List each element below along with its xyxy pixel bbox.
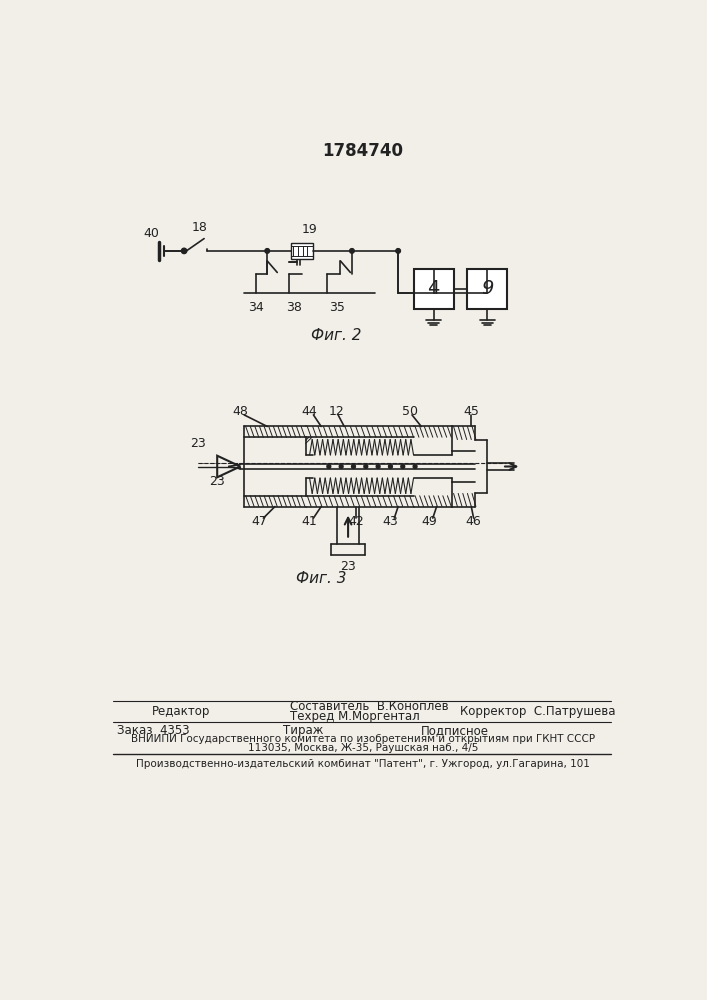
Text: 4: 4 — [427, 279, 440, 298]
Circle shape — [413, 465, 417, 468]
Circle shape — [396, 249, 400, 253]
Text: Техред М.Моргентал: Техред М.Моргентал — [291, 710, 420, 723]
Text: ВНИИПИ Государственного комитета по изобретениям и открытиям при ГКНТ СССР: ВНИИПИ Государственного комитета по изоб… — [131, 734, 595, 744]
Text: Фиг. 3: Фиг. 3 — [296, 571, 346, 586]
Circle shape — [265, 249, 269, 253]
Text: 9: 9 — [481, 279, 493, 298]
Circle shape — [351, 465, 356, 468]
Text: 23: 23 — [340, 560, 356, 573]
Text: 34: 34 — [248, 301, 264, 314]
Bar — [291, 243, 312, 259]
Text: 46: 46 — [466, 515, 481, 528]
Text: 113035, Москва, Ж-35, Раушская наб., 4/5: 113035, Москва, Ж-35, Раушская наб., 4/5 — [247, 743, 478, 753]
Circle shape — [376, 465, 380, 468]
Text: 1784740: 1784740 — [322, 142, 403, 160]
Text: Тираж: Тираж — [283, 724, 323, 737]
Bar — [414, 269, 454, 309]
Text: Корректор  С.Патрушева: Корректор С.Патрушева — [460, 705, 615, 718]
Text: 38: 38 — [286, 301, 302, 314]
Circle shape — [182, 248, 187, 254]
Text: 18: 18 — [192, 221, 207, 234]
Text: 19: 19 — [302, 223, 317, 236]
Text: Производственно-издательский комбинат "Патент", г. Ужгород, ул.Гагарина, 101: Производственно-издательский комбинат "П… — [136, 759, 590, 769]
Text: 42: 42 — [348, 515, 363, 528]
Text: 49: 49 — [421, 515, 437, 528]
Circle shape — [350, 249, 354, 253]
Text: 43: 43 — [382, 515, 398, 528]
Text: 40: 40 — [144, 227, 160, 240]
Text: Редактор: Редактор — [152, 705, 210, 718]
Bar — [467, 269, 508, 309]
Text: 35: 35 — [329, 301, 344, 314]
Text: 41: 41 — [302, 515, 317, 528]
Circle shape — [364, 465, 368, 468]
Circle shape — [339, 465, 343, 468]
Text: 23: 23 — [209, 475, 225, 488]
Text: 48: 48 — [233, 405, 248, 418]
Text: 50: 50 — [402, 405, 418, 418]
Text: Фиг. 2: Фиг. 2 — [311, 328, 362, 343]
Circle shape — [401, 465, 404, 468]
Text: Подписное: Подписное — [421, 724, 489, 737]
Text: Составитель  В.Коноплев: Составитель В.Коноплев — [291, 700, 449, 713]
Text: 23: 23 — [190, 437, 206, 450]
Text: Заказ  4353: Заказ 4353 — [117, 724, 189, 737]
Text: 47: 47 — [252, 515, 267, 528]
Circle shape — [389, 465, 392, 468]
Text: 12: 12 — [329, 405, 344, 418]
Text: 44: 44 — [302, 405, 317, 418]
Text: 45: 45 — [463, 405, 479, 418]
Circle shape — [327, 465, 331, 468]
